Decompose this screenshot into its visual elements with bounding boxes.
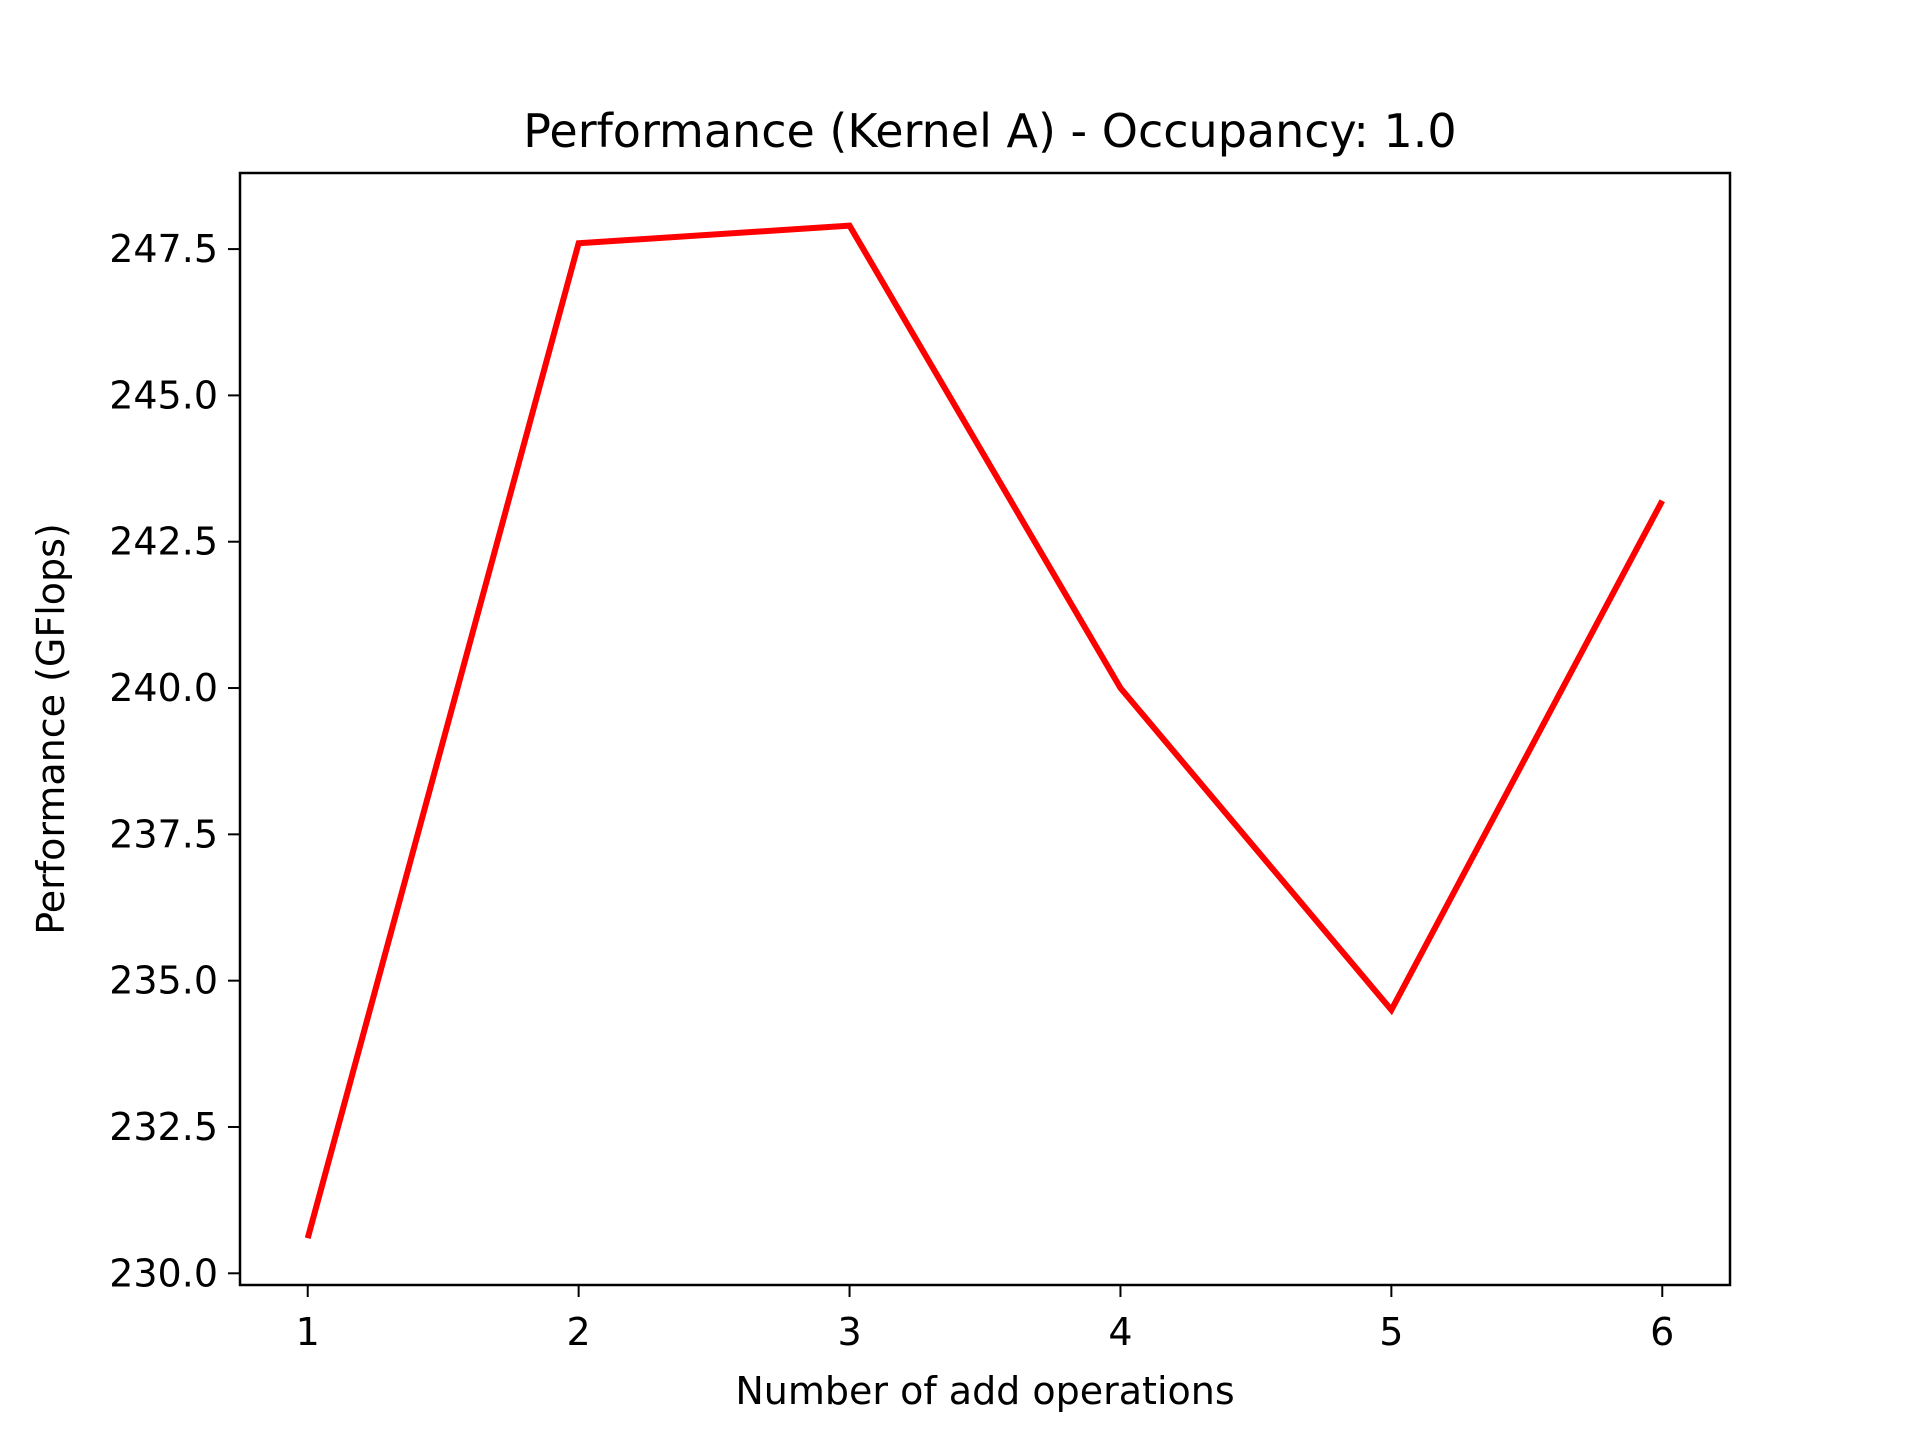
y-tick-label: 232.5 (109, 1105, 218, 1149)
x-tick-label: 2 (567, 1310, 591, 1354)
y-tick-label: 245.0 (109, 373, 218, 417)
y-axis-label: Performance (GFlops) (29, 523, 73, 935)
x-tick-label: 3 (837, 1310, 861, 1354)
x-tick-label: 5 (1379, 1310, 1403, 1354)
x-axis: 1 2 3 4 5 6 (296, 1285, 1674, 1354)
y-tick-label: 237.5 (109, 812, 218, 856)
plot-frame (238, 171, 1732, 1287)
plot-area: 1 2 3 4 5 6 230.0 232.5 235.0 237.5 240.0 242.5 245… (109, 171, 1732, 1354)
chart-title: Performance (Kernel A) - Occupancy: 1.0 (523, 104, 1456, 158)
x-tick-label: 6 (1650, 1310, 1674, 1354)
y-tick-label: 240.0 (109, 666, 218, 710)
y-tick-label: 242.5 (109, 520, 218, 564)
x-axis-label: Number of add operations (735, 1369, 1234, 1413)
series-line (304, 222, 1665, 1239)
series-layer (304, 222, 1665, 1239)
x-tick-label: 1 (296, 1310, 320, 1354)
y-tick-label: 235.0 (109, 959, 218, 1003)
y-axis: 230.0 232.5 235.0 237.5 240.0 242.5 245.0 247.5 (109, 227, 240, 1295)
y-tick-label: 230.0 (109, 1251, 218, 1295)
x-tick-label: 4 (1108, 1310, 1132, 1354)
y-tick-label: 247.5 (109, 227, 218, 271)
